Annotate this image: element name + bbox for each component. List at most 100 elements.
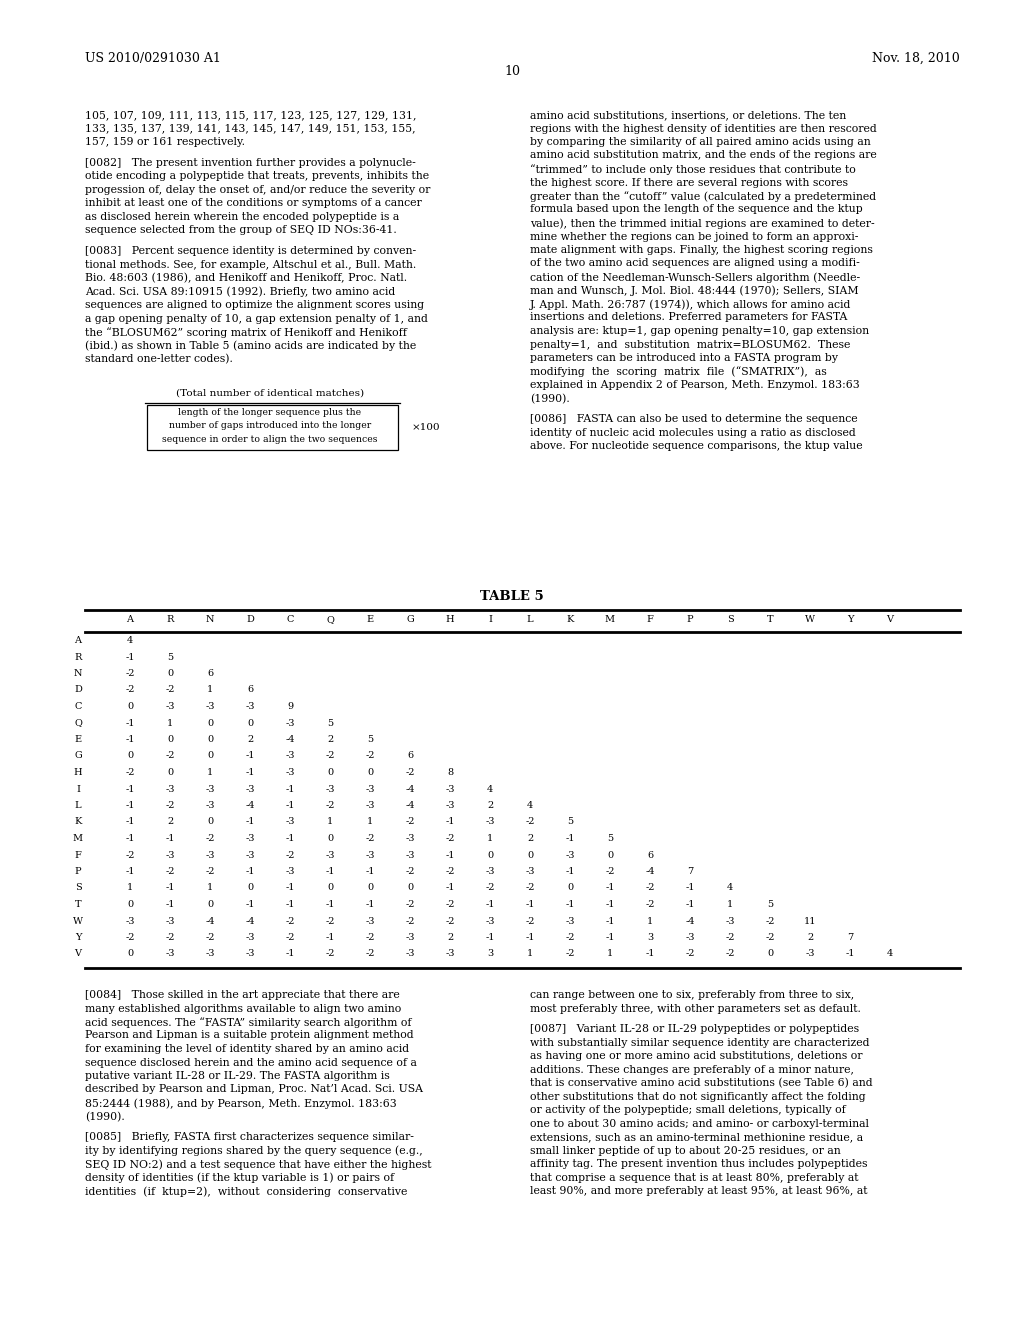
Text: 4: 4 (527, 801, 534, 810)
Text: -3: -3 (205, 850, 215, 859)
Text: formula based upon the length of the sequence and the ktup: formula based upon the length of the seq… (530, 205, 863, 214)
Text: C: C (75, 702, 82, 711)
Text: Pearson and Lipman is a suitable protein alignment method: Pearson and Lipman is a suitable protein… (85, 1031, 414, 1040)
Text: for examining the level of identity shared by an amino acid: for examining the level of identity shar… (85, 1044, 410, 1053)
Text: -3: -3 (246, 834, 255, 843)
Text: -3: -3 (485, 867, 495, 876)
Text: -2: -2 (205, 834, 215, 843)
Text: -3: -3 (445, 801, 455, 810)
Text: -1: -1 (445, 883, 455, 892)
Text: -2: -2 (406, 817, 415, 826)
Text: A: A (75, 636, 82, 645)
Text: 2: 2 (167, 817, 173, 826)
Text: -3: -3 (525, 867, 535, 876)
Text: R: R (166, 615, 174, 624)
Text: (ibid.) as shown in Table 5 (amino acids are indicated by the: (ibid.) as shown in Table 5 (amino acids… (85, 341, 416, 351)
Text: 0: 0 (607, 850, 613, 859)
Text: 0: 0 (247, 883, 253, 892)
Text: ×100: ×100 (412, 424, 440, 432)
Text: mate alignment with gaps. Finally, the highest scoring regions: mate alignment with gaps. Finally, the h… (530, 246, 872, 255)
Text: 2: 2 (327, 735, 333, 744)
Text: -2: -2 (326, 751, 335, 760)
Text: [0082]   The present invention further provides a polynucle-: [0082] The present invention further pro… (85, 158, 416, 168)
Text: -3: -3 (165, 949, 175, 958)
Text: 5: 5 (367, 735, 373, 744)
Text: -2: -2 (565, 949, 574, 958)
Text: 1: 1 (207, 883, 213, 892)
Text: 2: 2 (807, 933, 813, 942)
Text: 0: 0 (127, 900, 133, 909)
Text: 1: 1 (207, 685, 213, 694)
Text: -1: -1 (845, 949, 855, 958)
Text: -1: -1 (326, 900, 335, 909)
Text: density of identities (if the ktup variable is 1) or pairs of: density of identities (if the ktup varia… (85, 1173, 394, 1184)
Text: -4: -4 (685, 916, 694, 925)
Text: -1: -1 (286, 900, 295, 909)
Text: parameters can be introduced into a FASTA program by: parameters can be introduced into a FAST… (530, 352, 838, 363)
Text: 105, 107, 109, 111, 113, 115, 117, 123, 125, 127, 129, 131,: 105, 107, 109, 111, 113, 115, 117, 123, … (85, 110, 417, 120)
Text: insertions and deletions. Preferred parameters for FASTA: insertions and deletions. Preferred para… (530, 313, 848, 322)
Text: -1: -1 (246, 867, 255, 876)
Text: -2: -2 (125, 685, 135, 694)
Text: by comparing the similarity of all paired amino acids using an: by comparing the similarity of all paire… (530, 137, 870, 147)
Text: -2: -2 (765, 933, 775, 942)
Text: N: N (206, 615, 214, 624)
Text: -4: -4 (406, 784, 415, 793)
Text: -3: -3 (205, 702, 215, 711)
Text: 11: 11 (804, 916, 816, 925)
Text: -3: -3 (406, 949, 415, 958)
Text: sequence in order to align the two sequences: sequence in order to align the two seque… (162, 436, 378, 444)
Text: TABLE 5: TABLE 5 (480, 590, 544, 603)
Text: modifying  the  scoring  matrix  file  (“SMATRIX”),  as: modifying the scoring matrix file (“SMAT… (530, 367, 826, 378)
Text: -2: -2 (165, 801, 175, 810)
Text: -1: -1 (286, 801, 295, 810)
Text: 3: 3 (647, 933, 653, 942)
Text: -2: -2 (366, 834, 375, 843)
Text: A: A (127, 615, 133, 624)
Text: -2: -2 (205, 933, 215, 942)
Text: D: D (246, 615, 254, 624)
Text: -1: -1 (125, 652, 135, 661)
Text: progession of, delay the onset of, and/or reduce the severity or: progession of, delay the onset of, and/o… (85, 185, 430, 195)
Text: Y: Y (75, 933, 81, 942)
Text: 1: 1 (486, 834, 494, 843)
Text: 9: 9 (287, 702, 293, 711)
Text: -2: -2 (205, 867, 215, 876)
Text: -4: -4 (406, 801, 415, 810)
Text: -3: -3 (366, 801, 375, 810)
Text: 1: 1 (607, 949, 613, 958)
Text: -3: -3 (326, 850, 335, 859)
Text: H: H (74, 768, 82, 777)
Text: [0087]   Variant IL-28 or IL-29 polypeptides or polypeptides: [0087] Variant IL-28 or IL-29 polypeptid… (530, 1024, 859, 1035)
Text: D: D (74, 685, 82, 694)
Text: F: F (75, 850, 82, 859)
Text: I: I (488, 615, 492, 624)
Text: -2: -2 (406, 916, 415, 925)
Text: -2: -2 (445, 916, 455, 925)
Text: -2: -2 (366, 751, 375, 760)
Text: 0: 0 (127, 702, 133, 711)
Text: -1: -1 (125, 817, 135, 826)
Bar (147, 405, 398, 450)
Text: -1: -1 (286, 834, 295, 843)
Text: 0: 0 (407, 883, 413, 892)
Text: 0: 0 (127, 751, 133, 760)
Text: sequence selected from the group of SEQ ID NOs:36-41.: sequence selected from the group of SEQ … (85, 226, 396, 235)
Text: -4: -4 (246, 801, 255, 810)
Text: -2: -2 (125, 933, 135, 942)
Text: 0: 0 (207, 751, 213, 760)
Text: -3: -3 (246, 702, 255, 711)
Text: V: V (75, 949, 82, 958)
Text: identities  (if  ktup=2),  without  considering  conservative: identities (if ktup=2), without consider… (85, 1187, 408, 1197)
Text: the “BLOSUM62” scoring matrix of Henikoff and Henikoff: the “BLOSUM62” scoring matrix of Henikof… (85, 327, 407, 338)
Text: a gap opening penalty of 10, a gap extension penalty of 1, and: a gap opening penalty of 10, a gap exten… (85, 314, 428, 323)
Text: 4: 4 (127, 636, 133, 645)
Text: -1: -1 (445, 850, 455, 859)
Text: one to about 30 amino acids; and amino- or carboxyl-terminal: one to about 30 amino acids; and amino- … (530, 1119, 869, 1129)
Text: acid sequences. The “FASTA” similarity search algorithm of: acid sequences. The “FASTA” similarity s… (85, 1016, 412, 1028)
Text: -3: -3 (286, 768, 295, 777)
Text: -3: -3 (205, 784, 215, 793)
Text: 0: 0 (367, 768, 373, 777)
Text: -2: -2 (165, 933, 175, 942)
Text: -1: -1 (125, 867, 135, 876)
